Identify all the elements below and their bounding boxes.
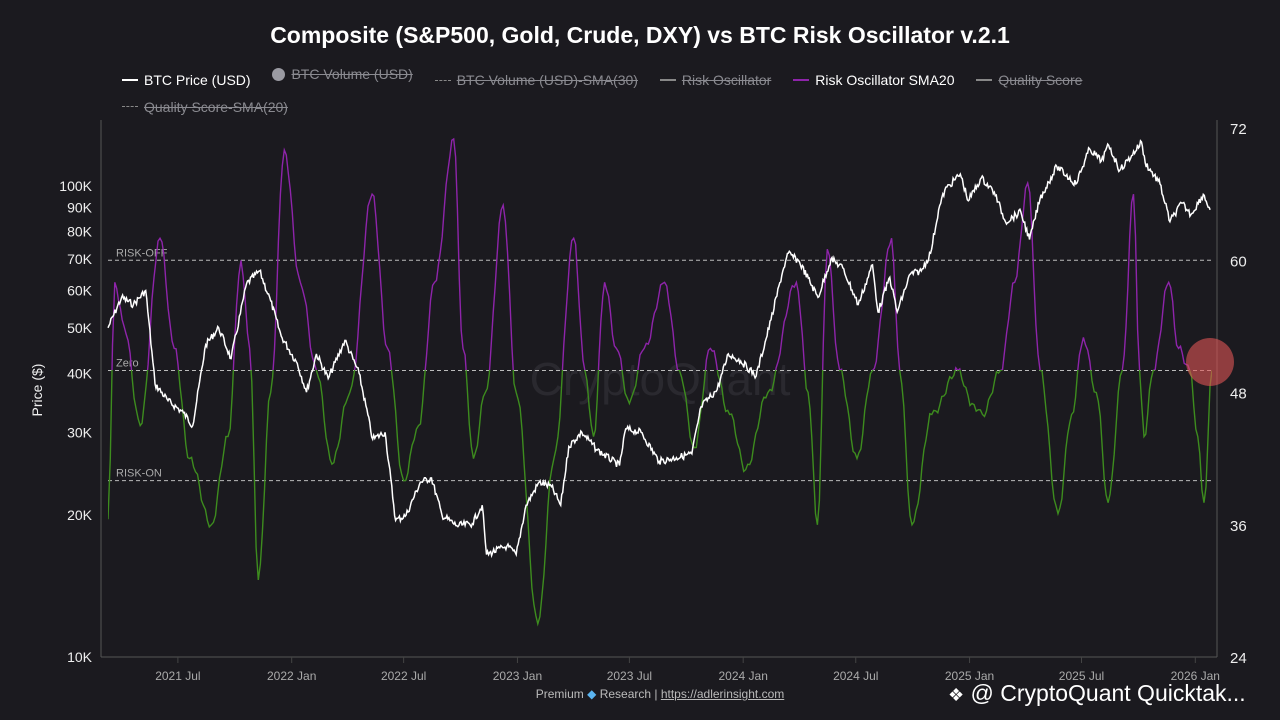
x-tick-label: 2024 Jul [833,669,878,683]
y-left-tick-label: 90K [67,200,93,216]
legend-swatch [434,79,451,81]
y-left-tick-label: 50K [67,320,93,336]
legend-swatch [122,106,138,107]
x-tick-label: 2021 Jul [155,669,200,683]
legend-swatch [659,78,676,81]
reference-line-label: RISK-OFF [116,247,168,259]
x-tick-label: 2026 Jan [1171,669,1220,683]
y-left-tick-label: 100K [59,178,92,194]
legend: BTC Price (USD) BTC Volume (USD) BTC Vol… [122,63,1202,118]
legend-item-quality-score[interactable]: Quality Score [976,69,1082,91]
y-right-tick-label: 48 [1230,386,1247,403]
y-right-tick-label: 60 [1230,253,1247,270]
y-left-tick-label: 70K [67,251,93,267]
legend-item-btc-volume-sma[interactable]: BTC Volume (USD)-SMA(30) [434,69,638,91]
y-right-tick-label: 36 [1230,518,1247,535]
watermark: CryptoQuant [530,353,791,405]
footer-link[interactable]: https://adlerinsight.com [660,687,785,701]
attribution: ❖ @ CryptoQuant Quicktak... [948,680,1246,707]
legend-label: Risk Oscillator [681,71,772,88]
legend-item-btc-volume[interactable]: BTC Volume (USD) [272,63,413,85]
btc-price-line [107,139,1211,559]
reference-line-label: RISK-ON [116,468,162,480]
legend-label: Quality Score [998,71,1083,88]
y-left-tick-label: 30K [67,424,93,440]
legend-item-risk-oscillator[interactable]: Risk Oscillator [659,69,772,91]
footer-premium: Premium [535,687,584,701]
reference-line-label: Zero [116,357,139,369]
x-tick-label: 2025 Jul [1059,669,1104,683]
diamond-icon: ◆ [587,687,597,701]
footer-research: Research | [599,687,658,701]
y-left-axis-label: Price ($) [29,364,45,417]
y-left-tick-label: 80K [67,224,93,240]
y-left-tick-label: 60K [67,282,93,298]
x-tick-label: 2023 Jul [607,669,652,683]
legend-swatch [793,78,810,81]
legend-label: BTC Volume (USD)-SMA(30) [456,72,638,88]
oscillator-line-above-zero [111,137,1191,370]
y-right-tick-label: 24 [1230,650,1247,667]
binance-icon: ❖ [948,685,965,705]
legend-label: Quality Score-SMA(20) [144,98,288,115]
legend-swatch [122,78,138,81]
y-right-tick-label: 72 [1230,121,1247,138]
x-tick-label: 2022 Jul [381,669,426,683]
chart-title: Composite (S&P500, Gold, Crude, DXY) vs … [270,22,1010,48]
y-left-tick-label: 20K [67,507,93,523]
x-tick-label: 2022 Jan [267,669,316,683]
y-left-tick-label: 10K [67,649,93,665]
footer: Premium ◆ Research | https://adlerinsigh… [0,687,1280,701]
legend-swatch [976,78,993,81]
legend-item-quality-score-sma[interactable]: Quality Score-SMA(20) [122,96,288,118]
legend-label: BTC Volume (USD) [291,66,413,82]
legend-item-btc-price[interactable]: BTC Price (USD) [122,69,251,91]
x-tick-label: 2024 Jan [718,669,767,683]
x-tick-label: 2023 Jan [493,669,542,683]
highlight-marker [1186,338,1234,386]
x-tick-label: 2025 Jan [945,669,994,683]
legend-swatch [272,67,286,81]
legend-item-risk-oscillator-sma20[interactable]: Risk Oscillator SMA20 [793,69,954,91]
legend-label: BTC Price (USD) [144,71,251,88]
attribution-text: @ CryptoQuant Quicktak... [970,680,1246,706]
legend-label: Risk Oscillator SMA20 [815,71,955,88]
y-left-tick-label: 40K [67,365,93,381]
